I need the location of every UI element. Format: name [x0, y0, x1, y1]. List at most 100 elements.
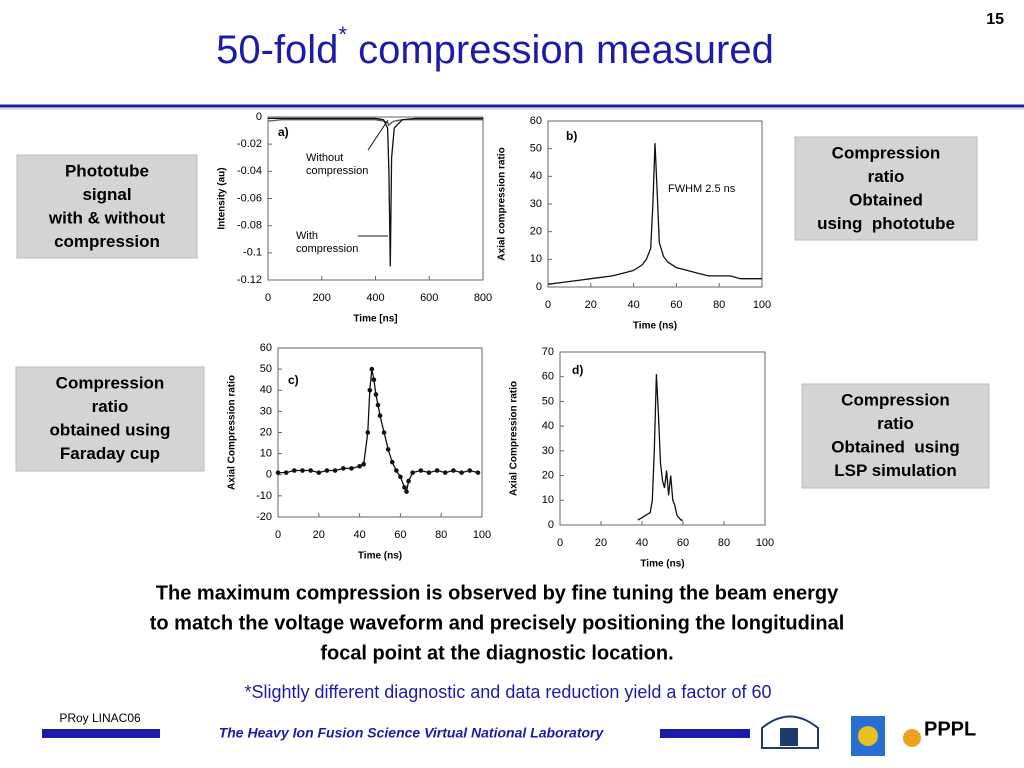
data-point — [385, 447, 391, 452]
x-tick-label: 200 — [313, 292, 331, 304]
y-tick-label: 50 — [530, 143, 542, 155]
title-main: 50-fold — [216, 28, 338, 72]
footnote: *Slightly different diagnostic and data … — [244, 682, 771, 702]
y-tick-label: 50 — [542, 395, 554, 407]
plot-frame — [277, 347, 483, 518]
data-point — [369, 366, 375, 372]
x-tick-label: 60 — [394, 529, 406, 541]
info-box-line: compression — [54, 232, 160, 251]
y-tick-label: 10 — [542, 494, 554, 506]
y-tick-label: -0.08 — [237, 220, 262, 232]
page-number: 15 — [986, 11, 1004, 28]
data-point — [367, 387, 373, 393]
info-box-line: ratio — [92, 397, 129, 416]
y-tick-label: 60 — [260, 342, 272, 354]
panel-label: c) — [288, 373, 299, 387]
y-tick-label: 20 — [542, 469, 554, 481]
y-tick-label: 60 — [542, 371, 554, 383]
data-point — [475, 470, 481, 475]
data-point — [442, 470, 448, 475]
data-point — [357, 464, 362, 469]
info-box-line: ratio — [877, 414, 914, 433]
x-axis-title: Time [ns] — [353, 314, 397, 325]
x-tick-label: 40 — [636, 537, 648, 549]
plot-frame — [267, 116, 484, 281]
y-axis-title: Axial Compression ratio — [227, 375, 238, 490]
data-point — [292, 468, 297, 473]
y-tick-label: -0.12 — [237, 274, 262, 286]
data-point — [406, 478, 411, 484]
data-point — [459, 470, 464, 475]
x-tick-label: 0 — [265, 292, 271, 304]
y-tick-label: 0 — [256, 111, 262, 123]
x-tick-label: 600 — [420, 292, 438, 304]
x-axis-title: Time (ns) — [640, 559, 684, 570]
info-box — [801, 383, 990, 489]
x-tick-label: 60 — [677, 537, 689, 549]
x-tick-label: 60 — [670, 299, 682, 311]
x-tick-label: 100 — [753, 299, 771, 311]
lab-logo-mark — [858, 726, 878, 746]
data-point — [467, 468, 473, 473]
y-tick-label: 0 — [266, 469, 272, 481]
y-tick-label: 30 — [542, 445, 554, 457]
x-tick-label: 80 — [718, 537, 730, 549]
data-point — [426, 470, 432, 475]
info-box — [15, 366, 205, 472]
y-tick-label: 50 — [260, 363, 272, 375]
annotation-arrow — [367, 119, 389, 151]
data-point — [361, 461, 366, 467]
panel-label: d) — [572, 363, 583, 377]
data-point — [332, 468, 338, 473]
data-point — [389, 459, 395, 465]
info-box-line: LSP simulation — [834, 461, 957, 480]
y-tick-label: 60 — [530, 115, 542, 127]
statement-line: focal point at the diagnostic location. — [320, 642, 673, 664]
y-tick-label: 30 — [530, 198, 542, 210]
plot-frame — [559, 351, 766, 526]
data-point — [451, 468, 456, 473]
y-tick-label: 20 — [530, 226, 542, 238]
y-tick-label: 0 — [548, 519, 554, 531]
y-axis-title: Axial compression ratio — [497, 147, 508, 260]
y-tick-label: -0.1 — [243, 247, 262, 259]
y-tick-label: -0.04 — [237, 165, 262, 177]
y-tick-label: 40 — [542, 420, 554, 432]
y-tick-label: 40 — [260, 384, 272, 396]
berkeley-logo — [761, 715, 819, 749]
data-line — [637, 374, 683, 521]
x-tick-label: 40 — [353, 529, 365, 541]
x-tick-label: 80 — [435, 529, 447, 541]
statement-line: The maximum compression is observed by f… — [156, 582, 839, 604]
x-tick-label: 0 — [557, 537, 563, 549]
data-line — [268, 117, 483, 267]
y-tick-label: 30 — [260, 405, 272, 417]
footer-author: PRoy LINAC06 — [59, 711, 141, 725]
panel-label: a) — [278, 125, 289, 139]
data-point — [324, 468, 330, 473]
y-tick-label: 10 — [530, 253, 542, 265]
y-tick-label: 40 — [530, 170, 542, 182]
data-point — [275, 470, 281, 475]
y-tick-label: -10 — [256, 490, 272, 502]
annotation: compression — [296, 243, 358, 255]
statement-line: to match the voltage waveform and precis… — [150, 612, 845, 634]
data-point — [349, 466, 354, 471]
x-tick-label: 80 — [713, 299, 725, 311]
x-tick-label: 0 — [545, 299, 551, 311]
data-point — [308, 468, 313, 473]
data-point — [377, 413, 383, 418]
annotation: With — [296, 230, 318, 242]
y-tick-label: -0.06 — [237, 192, 262, 204]
data-point — [404, 489, 409, 494]
info-box — [794, 136, 978, 241]
pppl-logo: PPPL — [924, 718, 976, 740]
footer-lab: The Heavy Ion Fusion Science Virtual Nat… — [219, 725, 605, 741]
footer-bar — [42, 729, 160, 738]
x-axis-title: Time (ns) — [633, 321, 677, 332]
title-shadow — [0, 108, 1024, 110]
data-point — [398, 474, 403, 480]
x-tick-label: 400 — [366, 292, 384, 304]
